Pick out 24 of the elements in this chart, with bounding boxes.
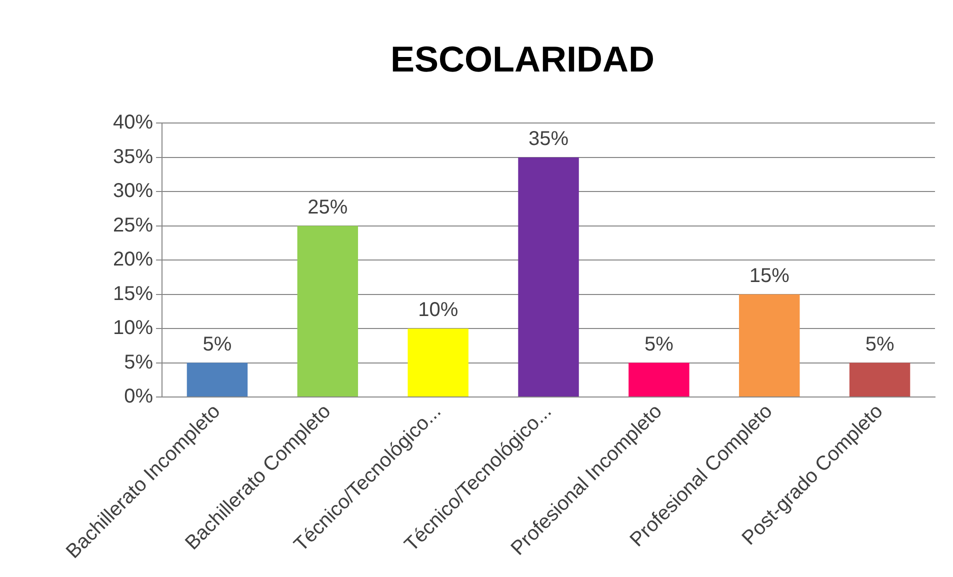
bar <box>738 294 800 397</box>
data-label: 5% <box>865 333 894 356</box>
y-tick-label: 25% <box>113 214 154 236</box>
y-tick-label: 15% <box>113 282 154 305</box>
y-tick-label: 35% <box>113 146 154 168</box>
bar <box>518 157 579 397</box>
data-label: 10% <box>418 299 458 322</box>
chart-title: ESCOLARIDAD <box>390 38 655 80</box>
data-label: 15% <box>749 264 790 287</box>
bar <box>628 362 690 397</box>
data-label: 35% <box>528 128 569 150</box>
data-label: 5% <box>644 333 674 356</box>
y-tick-label: 20% <box>113 248 154 271</box>
y-tick-label: 0% <box>124 386 154 408</box>
y-tick-label: 30% <box>113 180 154 202</box>
bar <box>186 362 248 397</box>
data-label: 5% <box>202 333 232 356</box>
bar <box>297 226 358 397</box>
y-tick-label: 10% <box>113 317 154 340</box>
bar <box>408 328 468 397</box>
data-label: 25% <box>308 196 348 218</box>
y-tick-label: 5% <box>124 351 154 374</box>
bar <box>849 362 910 397</box>
y-tick-label: 40% <box>113 112 154 134</box>
